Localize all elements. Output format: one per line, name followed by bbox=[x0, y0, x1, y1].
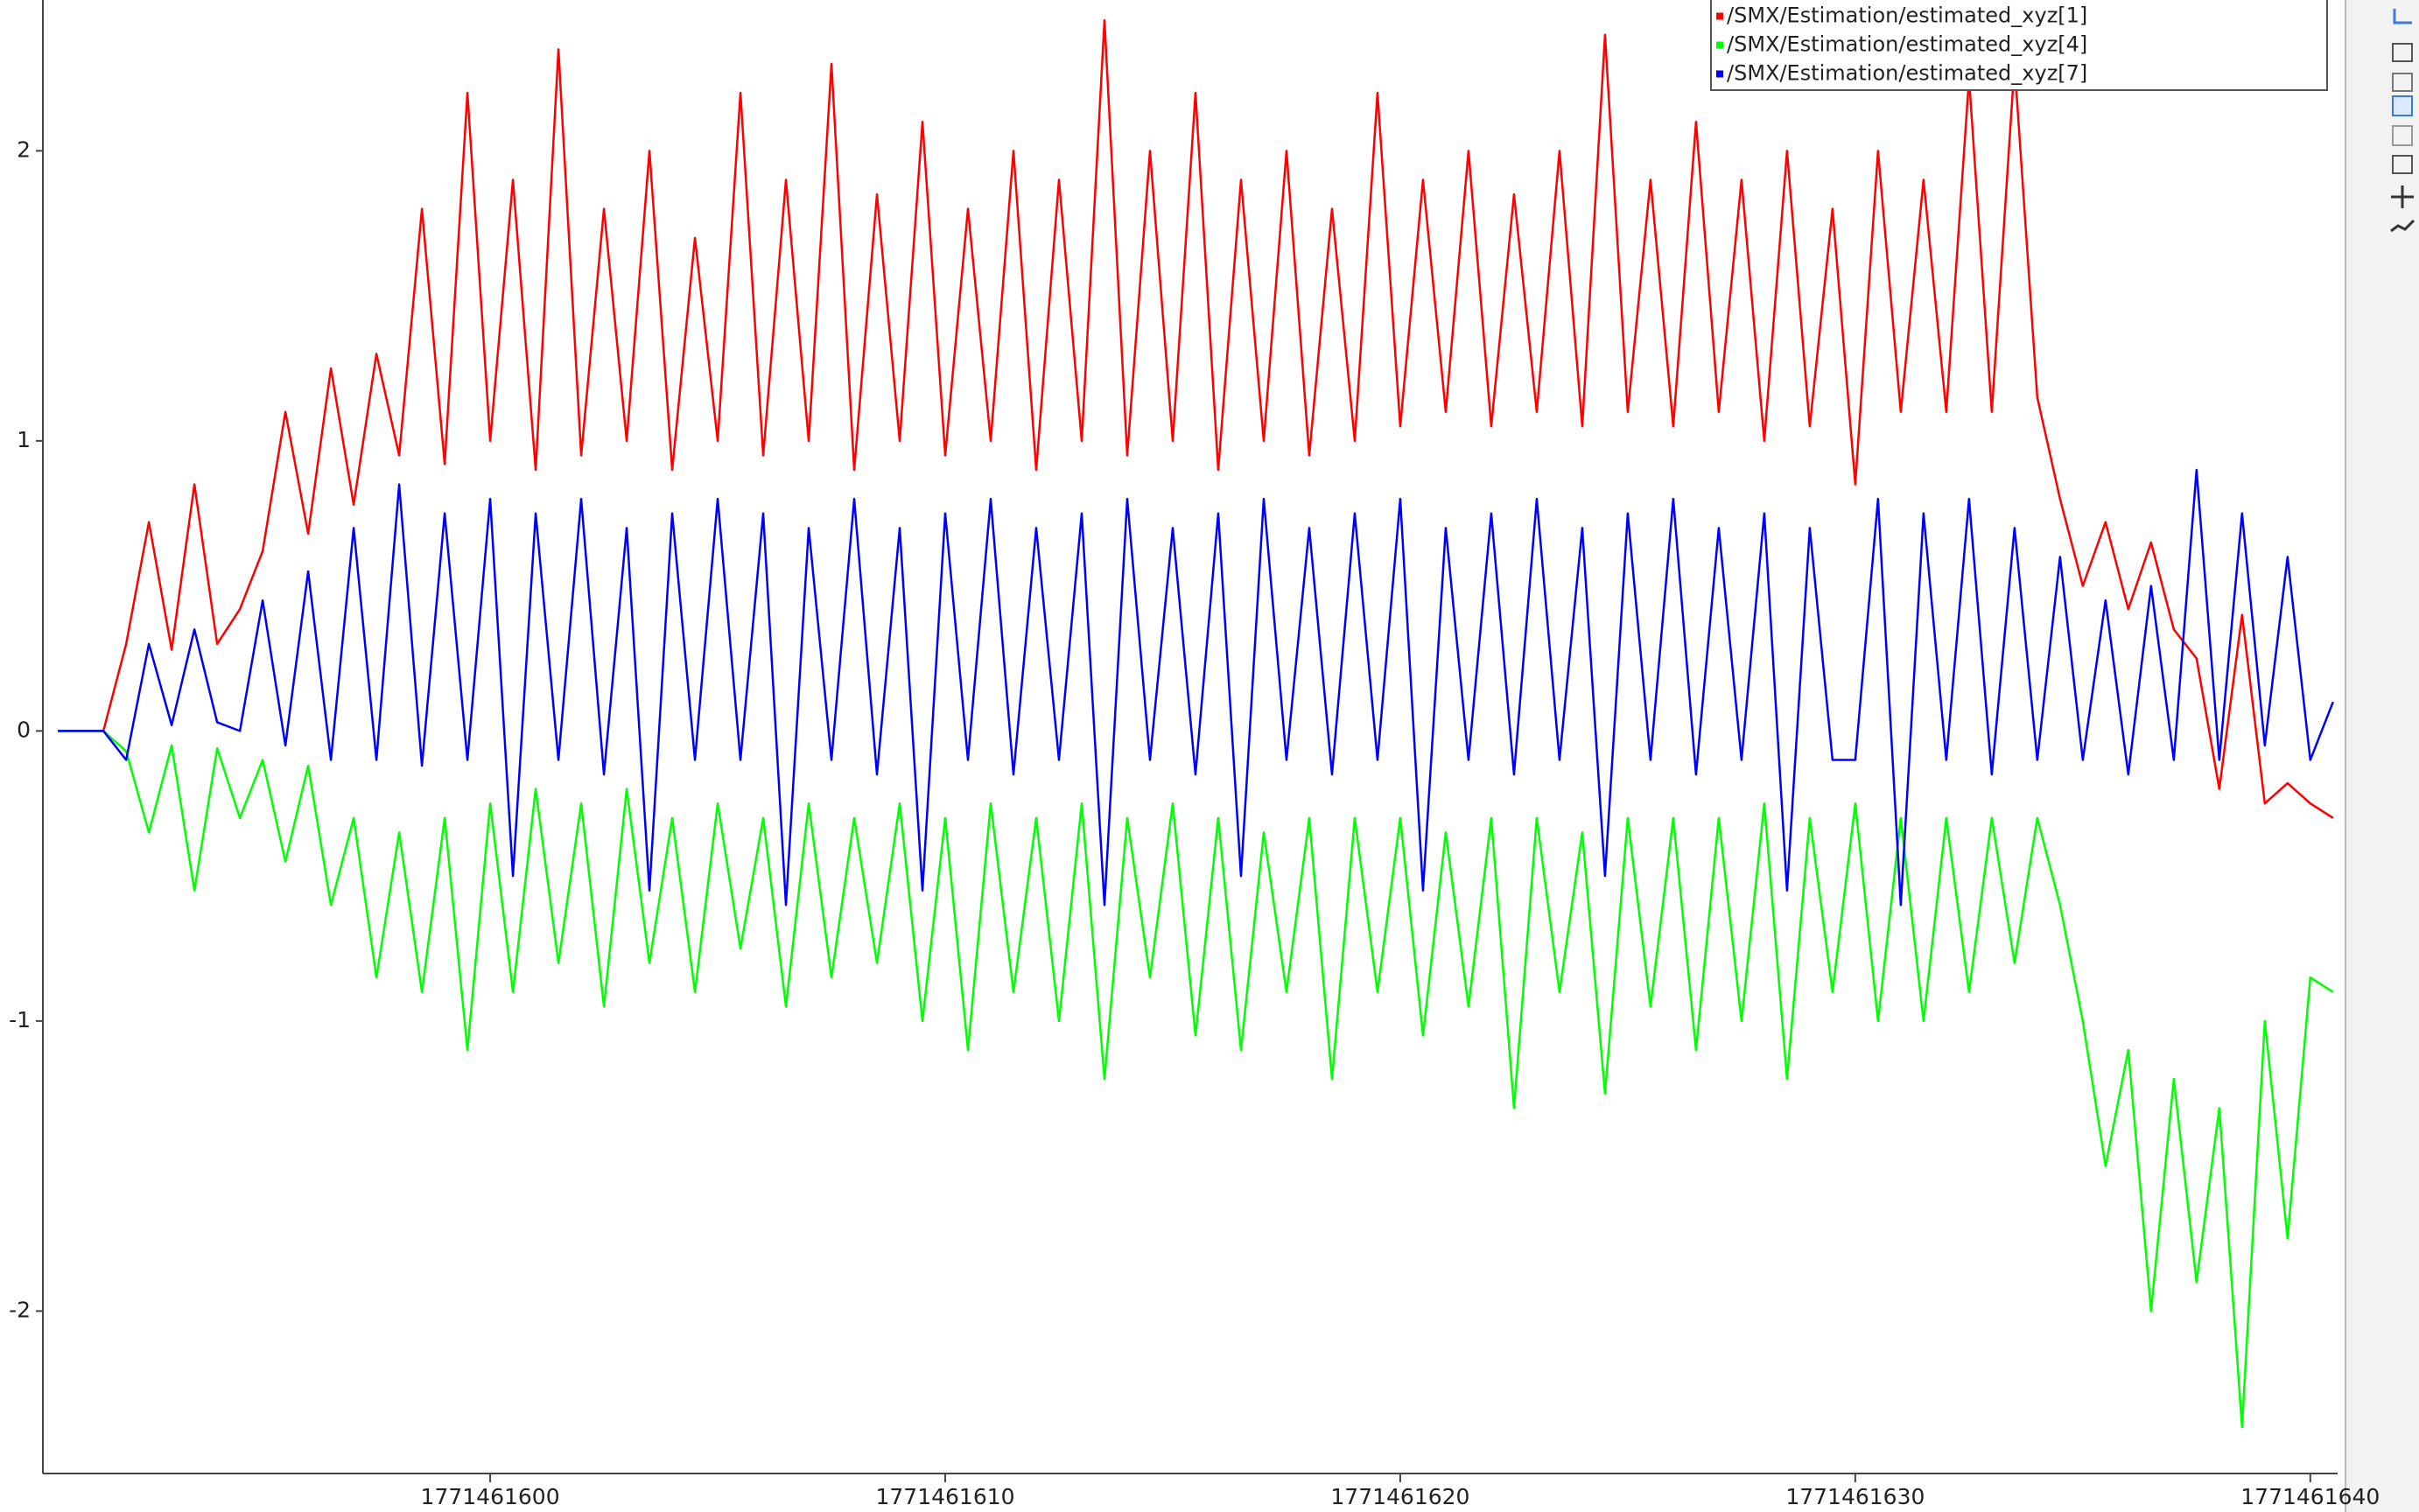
toolbar-icon[interactable] bbox=[2390, 219, 2415, 233]
series-line bbox=[58, 730, 2334, 1429]
toolbar-icon[interactable] bbox=[2392, 125, 2413, 146]
toolbar-icon[interactable] bbox=[2393, 9, 2412, 24]
toolbar-icon[interactable] bbox=[2392, 73, 2413, 92]
legend-label: /SMX/Estimation/estimated_xyz[7] bbox=[1727, 61, 2087, 86]
x-tick-label: 1771461600 bbox=[421, 1484, 560, 1509]
legend-swatch bbox=[1716, 70, 1723, 78]
y-tick-label: -1 bbox=[9, 1007, 31, 1032]
toolbar-bg bbox=[2345, 0, 2419, 1512]
toolbar-icon[interactable] bbox=[2392, 155, 2413, 174]
x-tick-label: 1771461610 bbox=[875, 1484, 1014, 1509]
legend-label: /SMX/Estimation/estimated_xyz[1] bbox=[1727, 4, 2087, 28]
legend-swatch bbox=[1716, 41, 1723, 49]
y-tick-label: 1 bbox=[17, 427, 31, 452]
y-tick-label: 0 bbox=[17, 717, 31, 742]
y-tick-label: 2 bbox=[17, 136, 31, 162]
toolbar-icon[interactable] bbox=[2392, 95, 2413, 116]
x-tick-label: 1771461630 bbox=[1785, 1484, 1925, 1509]
y-tick-label: -2 bbox=[9, 1297, 31, 1322]
legend-box bbox=[1710, 0, 2328, 91]
series-line bbox=[58, 18, 2334, 819]
legend: /SMX/Estimation/estimated_xyz[1] /SMX/Est… bbox=[1710, 0, 2328, 91]
toolbar-icon[interactable] bbox=[2392, 43, 2413, 62]
x-tick-label: 1771461620 bbox=[1330, 1484, 1469, 1509]
legend-swatch bbox=[1716, 12, 1723, 20]
plot-area: -2 -1 0 1 2 1771461600 1771461610 1771461620 177… bbox=[9, 0, 2380, 1509]
series-line bbox=[58, 468, 2334, 906]
toolbar bbox=[2345, 0, 2419, 1512]
toolbar-icon[interactable] bbox=[2391, 186, 2414, 208]
legend-label: /SMX/Estimation/estimated_xyz[4] bbox=[1727, 32, 2087, 57]
x-tick-label: 1771461640 bbox=[2240, 1484, 2380, 1509]
